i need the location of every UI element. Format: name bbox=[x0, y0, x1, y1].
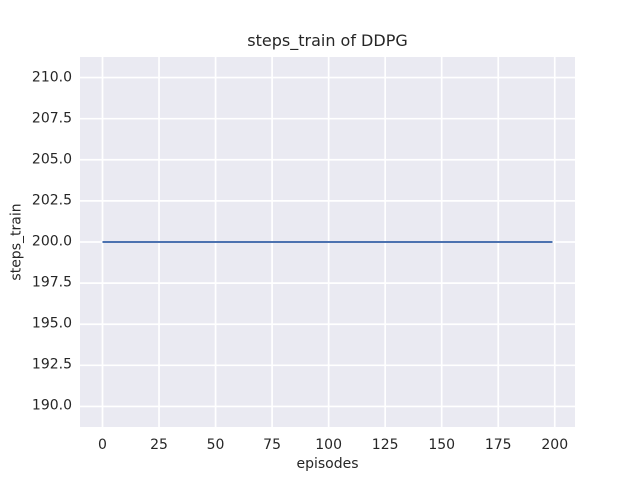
x-tick-label: 175 bbox=[484, 437, 512, 453]
x-tick-label: 25 bbox=[150, 437, 168, 453]
chart-title: steps_train of DDPG bbox=[247, 31, 408, 50]
x-tick-label: 125 bbox=[371, 437, 399, 453]
plot-svg bbox=[80, 57, 575, 427]
x-tick-label: 0 bbox=[98, 437, 107, 453]
y-tick-label: 195.0 bbox=[31, 315, 72, 332]
x-axis-label: episodes bbox=[296, 456, 359, 472]
y-tick-label: 192.5 bbox=[31, 356, 72, 373]
x-tick-label: 150 bbox=[428, 437, 456, 453]
x-tick-label: 200 bbox=[541, 437, 569, 453]
plot-area bbox=[80, 57, 575, 427]
y-tick-label: 197.5 bbox=[31, 274, 72, 291]
x-tick-label: 50 bbox=[206, 437, 225, 453]
y-tick-label: 207.5 bbox=[31, 110, 72, 127]
x-tick-label: 75 bbox=[263, 437, 282, 453]
y-tick-label: 210.0 bbox=[31, 69, 72, 86]
x-tick-label: 100 bbox=[315, 437, 342, 453]
y-tick-label: 202.5 bbox=[31, 192, 72, 209]
y-axis-label: steps_train bbox=[8, 203, 25, 281]
y-tick-label: 200.0 bbox=[31, 233, 72, 250]
y-tick-label: 190.0 bbox=[31, 397, 72, 414]
y-tick-label: 205.0 bbox=[31, 151, 72, 168]
